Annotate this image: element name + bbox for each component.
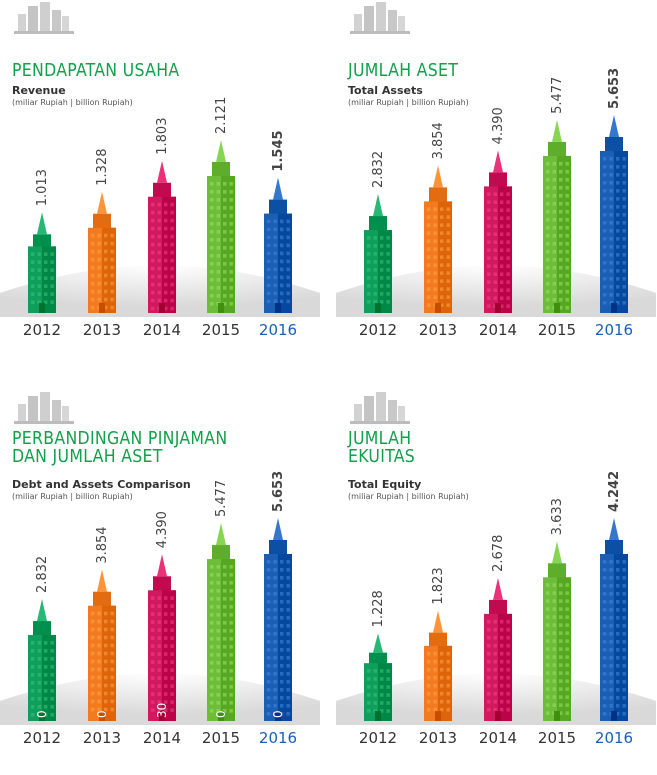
chart-subtitle: Total Assets [348,84,423,97]
bar-2016 [264,177,292,313]
bar-2015 [207,523,235,721]
bar-2015 [543,541,571,721]
chart-area: 1.013 2012 1.328 2013 1.803 2014 2.121 2015 1.54… [0,97,320,339]
year-label: 2015 [202,321,240,339]
value-label: 5.477 [214,480,229,517]
chart-area: 2.832 2012 3.854 2013 4.390 2014 5.477 2015 5.65… [336,68,656,339]
year-label: 2016 [595,729,633,747]
bar-2014 [484,150,512,313]
value-label: 2.121 [214,97,229,134]
bar-2012 [28,599,56,721]
year-label: 2014 [143,729,181,747]
bar-2016 [600,115,628,313]
value-label: 4.242 [607,471,622,512]
value-label: 4.390 [155,511,170,548]
chart-unit: (miliar Rupiah | billion Rupiah) [12,492,133,501]
value-label: 4.390 [491,107,506,144]
bar-2014 [484,577,512,721]
value-label: 2.832 [371,151,386,188]
total-assets-panel: JUMLAH ASET Total Assets (miliar Rupiah … [336,0,656,380]
year-label: 2012 [23,729,61,747]
bar-2015 [207,140,235,313]
value-label: 1.228 [371,590,386,627]
inner-value-label: 0 [214,710,228,718]
year-label: 2016 [595,321,633,339]
year-label: 2015 [538,729,576,747]
year-label: 2014 [479,321,517,339]
chart-title: PENDAPATAN USAHA [12,61,180,81]
bar-2013 [424,165,452,313]
value-label: 2.678 [491,535,506,572]
chart-title: PERBANDINGAN PINJAMAN DAN JUMLAH ASET [12,429,228,467]
value-label: 5.477 [550,77,565,114]
bar-2013 [88,191,116,313]
year-label: 2013 [419,321,457,339]
building-logo-icon [350,392,410,424]
chart-subtitle: Revenue [12,84,66,97]
chart-unit: (miliar Rupiah | billion Rupiah) [348,98,469,107]
year-label: 2016 [259,729,297,747]
year-label: 2013 [83,729,121,747]
debt-assets-panel: PERBANDINGAN PINJAMAN DAN JUMLAH ASET De… [0,390,320,770]
value-label: 1.545 [271,130,286,171]
inner-value-label: 30 [155,703,169,718]
building-logo-icon [14,392,74,424]
year-label: 2015 [202,729,240,747]
value-label: 1.803 [155,118,170,155]
chart-unit: (miliar Rupiah | billion Rupiah) [12,98,133,107]
chart-title: JUMLAH ASET [348,61,459,81]
year-label: 2012 [23,321,61,339]
chart-area: 2.832 0 2012 3.854 0 2013 4.390 30 2014 5.477 0 201… [0,471,320,747]
chart-subtitle: Total Equity [348,478,422,491]
value-label: 3.854 [95,526,110,563]
inner-value-label: 0 [95,710,109,718]
bar-2016 [264,518,292,721]
year-label: 2013 [419,729,457,747]
chart-unit: (miliar Rupiah | billion Rupiah) [348,492,469,501]
year-label: 2016 [259,321,297,339]
year-label: 2014 [479,729,517,747]
bar-2013 [88,569,116,721]
total-equity-panel: JUMLAH EKUITAS Total Equity (miliar Rupi… [336,390,656,770]
year-label: 2015 [538,321,576,339]
bar-2012 [364,194,392,313]
bar-2012 [28,212,56,313]
chart-title: JUMLAH EKUITAS [348,429,416,467]
chart-subtitle: Debt and Assets Comparison [12,478,191,491]
bar-2013 [424,610,452,721]
revenue-panel: PENDAPATAN USAHA Revenue (miliar Rupiah … [0,0,320,380]
bar-2012 [364,633,392,721]
bar-2016 [600,518,628,721]
bar-2014 [148,160,176,313]
year-label: 2013 [83,321,121,339]
value-label: 1.013 [35,169,50,206]
value-label: 3.633 [550,498,565,535]
inner-value-label: 0 [35,710,49,718]
building-logo-icon [14,2,74,34]
bar-2014 [148,554,176,721]
year-label: 2014 [143,321,181,339]
year-label: 2012 [359,321,397,339]
value-label: 5.653 [271,471,286,512]
value-label: 1.328 [95,149,110,186]
value-label: 5.653 [607,68,622,109]
year-label: 2012 [359,729,397,747]
chart-area: 1.228 2012 1.823 2013 2.678 2014 3.633 2015 4.24… [336,471,656,747]
inner-value-label: 0 [271,710,285,718]
building-logo-icon [350,2,410,34]
value-label: 1.823 [431,567,446,604]
value-label: 3.854 [431,122,446,159]
bar-2015 [543,119,571,313]
value-label: 2.832 [35,556,50,593]
